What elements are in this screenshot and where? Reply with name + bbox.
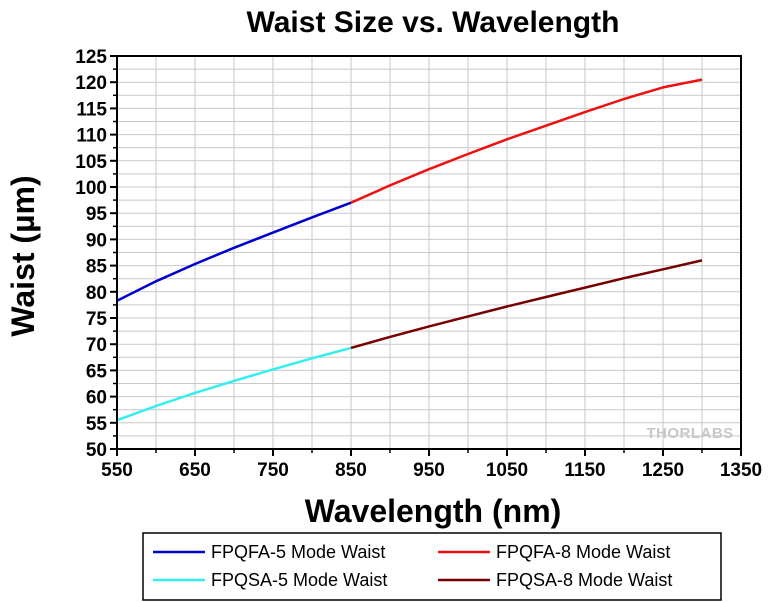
- y-tick-label: 75: [86, 309, 108, 330]
- y-tick-label: 85: [86, 257, 108, 278]
- axis-ticks: 550 650 750 850 950 1050 1150 1250 1350 50 55 60 65 7…: [75, 47, 762, 481]
- y-tick-label: 95: [86, 204, 108, 225]
- y-tick-label: 60: [86, 388, 107, 409]
- legend-entry: FPQFA-8 Mode Waist: [496, 542, 670, 562]
- legend-entry: FPQSA-5 Mode Waist: [211, 570, 387, 590]
- legend-box: [142, 532, 722, 601]
- y-tick-label: 105: [75, 152, 107, 173]
- y-tick-label: 90: [86, 230, 107, 251]
- y-tick-label: 65: [86, 361, 108, 382]
- y-tick-label: 100: [75, 178, 107, 199]
- y-tick-label: 70: [86, 335, 107, 356]
- grid: [117, 56, 741, 449]
- legend-entry: FPQFA-5 Mode Waist: [211, 542, 385, 562]
- x-tick-label: 1050: [486, 460, 528, 481]
- legend: FPQFA-5 Mode Waist FPQFA-8 Mode Waist FPQS…: [142, 532, 722, 601]
- y-tick-label: 50: [86, 440, 107, 461]
- series-line-3: [116, 346, 352, 422]
- x-tick-label: 650: [179, 460, 211, 481]
- x-tick-label: 1150: [564, 460, 605, 481]
- y-tick-label: 125: [75, 47, 107, 68]
- y-tick-label: 120: [75, 73, 107, 94]
- chart-title: Waist Size vs. Wavelength: [247, 6, 620, 39]
- y-tick-label: 80: [86, 283, 107, 304]
- watermark-logo: THORLABS: [646, 425, 733, 442]
- y-tick-label: 55: [86, 414, 108, 435]
- x-tick-label: 850: [335, 460, 367, 481]
- series-line-1: [116, 201, 352, 302]
- x-axis-label: Wavelength (nm): [305, 493, 562, 529]
- x-tick-label: 750: [257, 460, 289, 481]
- x-tick-label: 1250: [642, 460, 684, 481]
- y-axis-label: Waist (µm): [5, 175, 41, 336]
- x-tick-label: 950: [413, 460, 445, 481]
- legend-entry: FPQSA-8 Mode Waist: [496, 570, 672, 590]
- x-tick-label: 1350: [720, 460, 762, 481]
- x-tick-label: 550: [101, 460, 133, 481]
- y-tick-label: 110: [76, 126, 107, 147]
- series-line-2: [350, 78, 703, 204]
- series-line-4: [350, 259, 703, 350]
- series-group: [116, 78, 703, 422]
- y-tick-label: 115: [76, 99, 107, 120]
